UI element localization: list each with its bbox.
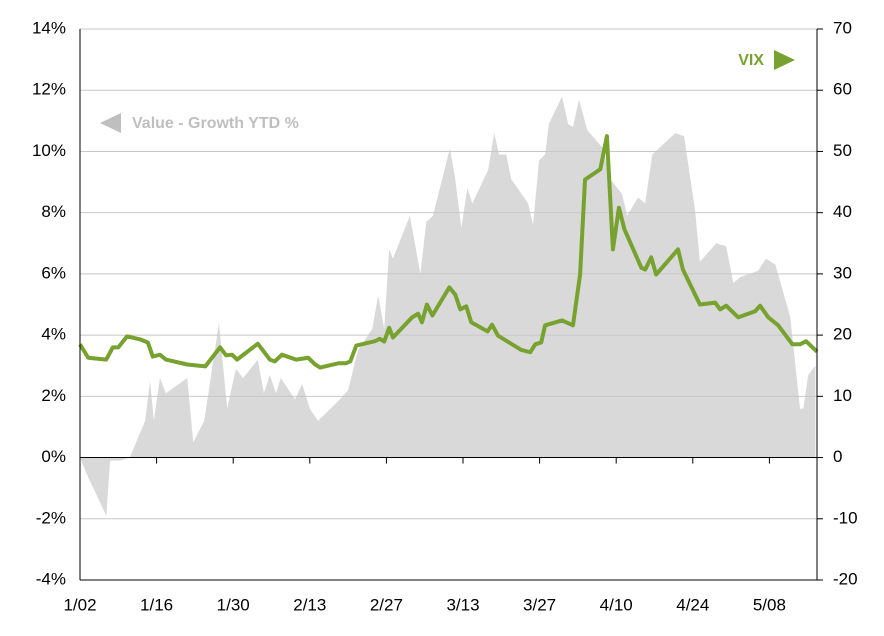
y2-tick-label: 70 bbox=[833, 18, 852, 37]
x-tick-label: 2/27 bbox=[370, 595, 403, 614]
line bbox=[78, 134, 819, 370]
y2-tick-label: -20 bbox=[833, 569, 858, 588]
y-tick-label: -4% bbox=[36, 569, 66, 588]
y2-tick-label: 10 bbox=[833, 386, 852, 405]
y2-tick-label: 30 bbox=[833, 263, 852, 282]
x-tick-label: 3/13 bbox=[446, 595, 479, 614]
y2-tick-label: 60 bbox=[833, 80, 852, 99]
legend-marker bbox=[774, 50, 795, 70]
x-tick-label: 2/13 bbox=[293, 595, 326, 614]
x-tick-label: 3/27 bbox=[523, 595, 556, 614]
x-tick-label: 4/10 bbox=[600, 595, 633, 614]
y-tick-label: 14% bbox=[32, 18, 66, 37]
legend-label: VIX bbox=[738, 52, 764, 69]
y-tick-label: 8% bbox=[41, 202, 66, 221]
y2-tick-label: 0 bbox=[833, 447, 842, 466]
x-tick-label: 1/16 bbox=[140, 595, 173, 614]
y2-tick-label: -10 bbox=[833, 508, 858, 527]
y-tick-label: 4% bbox=[41, 325, 66, 344]
y2-tick-label: 50 bbox=[833, 141, 852, 160]
y-tick-label: -2% bbox=[36, 508, 66, 527]
x-tick-label: 1/02 bbox=[63, 595, 96, 614]
x-tick-label: 1/30 bbox=[217, 595, 250, 614]
y-tick-label: 6% bbox=[41, 263, 66, 282]
y2-tick-label: 40 bbox=[833, 202, 852, 221]
area bbox=[80, 96, 816, 516]
y2-tick-label: 20 bbox=[833, 325, 852, 344]
y-tick-label: 12% bbox=[32, 80, 66, 99]
y-tick-label: 10% bbox=[32, 141, 66, 160]
legend-label: Value - Growth YTD % bbox=[132, 115, 299, 132]
legend-marker bbox=[100, 113, 121, 133]
y-tick-label: 2% bbox=[41, 386, 66, 405]
x-tick-label: 5/08 bbox=[753, 595, 786, 614]
x-tick-label: 4/24 bbox=[676, 595, 709, 614]
y-tick-label: 0% bbox=[41, 447, 66, 466]
